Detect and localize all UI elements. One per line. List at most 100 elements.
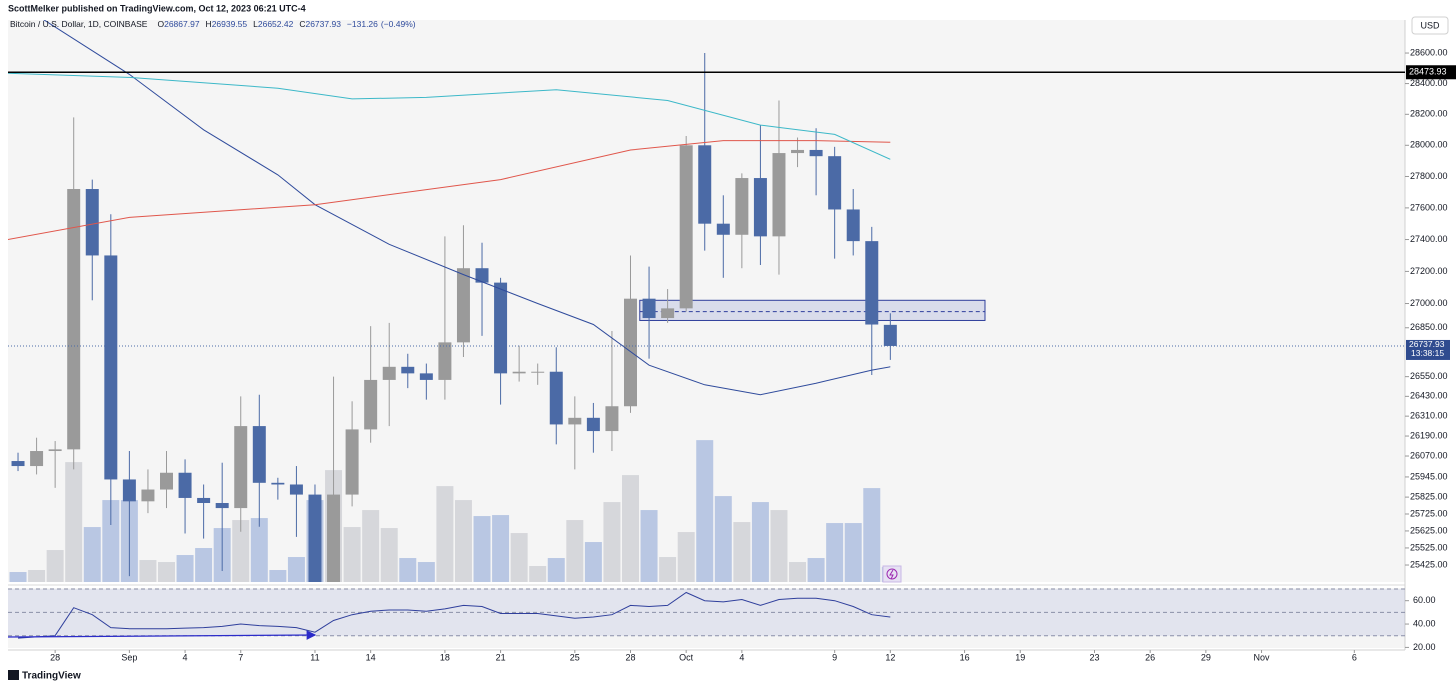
y-tick-label: 28000.00: [1410, 140, 1448, 150]
legend-value: 26652.42: [258, 19, 294, 29]
candle-body: [846, 209, 860, 242]
x-tick-label: Sep: [121, 652, 137, 662]
rsi-plot: [8, 588, 1405, 639]
x-tick-label: 4: [183, 652, 188, 662]
candle-body: [531, 371, 545, 373]
volume-bar: [65, 462, 83, 582]
volume-bar: [362, 510, 380, 582]
volume-bar: [659, 557, 677, 582]
volume-bar: [83, 527, 101, 582]
hline-label-box: [1406, 65, 1456, 80]
volume-bar: [158, 562, 175, 582]
moving-average: [8, 72, 891, 160]
candle-body: [475, 268, 489, 283]
candle-body: [308, 494, 322, 582]
candle-body: [197, 497, 211, 504]
candle-body: [586, 417, 600, 432]
candle-body: [679, 145, 693, 309]
y-tick-label: 26850.00: [1410, 322, 1448, 332]
x-tick-label: 19: [1015, 652, 1025, 662]
y-tick-label: 25945.00: [1410, 471, 1448, 481]
moving-average: [43, 20, 891, 396]
alert-icon[interactable]: [882, 565, 902, 583]
y-tick-label: 28400.00: [1410, 78, 1448, 88]
axes: 28600.00 28400.00 28200.00 28000.00 27800.00…: [50, 47, 1456, 662]
candle-body: [160, 472, 173, 490]
legend-key: O: [157, 19, 164, 29]
x-tick-label: 28: [50, 652, 60, 662]
volume-bar: [696, 440, 714, 582]
x-tick-label: 29: [1201, 652, 1211, 662]
last-price-box: [1406, 339, 1450, 360]
volume-bar: [102, 500, 120, 582]
y-tick-label: 25725.00: [1410, 508, 1448, 518]
x-tick-label: 25: [570, 652, 580, 662]
candle-body: [772, 153, 786, 237]
candle-body: [456, 268, 470, 343]
candle-body: [865, 241, 879, 325]
volume-bar: [584, 542, 602, 582]
candle-body: [624, 298, 637, 407]
y-tick-label: 20.00: [1413, 642, 1436, 652]
candle-body: [512, 371, 526, 374]
countdown: 13:38:15: [1411, 348, 1444, 358]
candle-body: [568, 417, 582, 425]
legend-value: 26939.55: [212, 19, 248, 29]
volume-bar: [380, 528, 398, 582]
volume-bar: [492, 515, 510, 582]
x-tick-label: 14: [366, 652, 376, 662]
y-tick-label: 25525.00: [1410, 542, 1448, 552]
volume-bar: [714, 496, 732, 582]
volume-bar: [399, 558, 417, 582]
y-tick-label: 25625.00: [1410, 525, 1448, 535]
x-tick-label: Nov: [1254, 652, 1271, 662]
y-tick-label: 27400.00: [1410, 234, 1448, 244]
y-tick-label: 27000.00: [1410, 298, 1448, 308]
y-tick-label: 27600.00: [1410, 202, 1448, 212]
candle-body: [753, 178, 767, 237]
volume-bar: [547, 558, 565, 582]
volume-bar: [789, 562, 807, 582]
candle-body: [716, 223, 730, 235]
publisher: ScottMelker published on TradingView.com…: [8, 3, 306, 13]
rsi-pane: [8, 588, 1405, 648]
x-tick-label: 4: [739, 652, 744, 662]
candle-body: [327, 494, 341, 582]
x-tick-label: 6: [1352, 652, 1357, 662]
volume-bar: [269, 570, 287, 582]
logo: TradingView: [22, 671, 81, 682]
currency-box[interactable]: [1411, 16, 1449, 35]
candle-body: [382, 366, 396, 380]
candle-body: [85, 189, 99, 256]
volume-bar: [343, 527, 361, 582]
candle-body: [828, 156, 842, 210]
volume-bar: [250, 518, 268, 582]
volume-bar: [733, 522, 751, 582]
legend-change-percent: (−0.49%): [381, 19, 416, 29]
candle-body: [419, 373, 433, 380]
y-tick-label: 28200.00: [1410, 109, 1448, 119]
candle-body: [67, 189, 81, 450]
candle-body: [549, 371, 563, 425]
volume-bar: [603, 502, 621, 582]
candle-body: [252, 426, 266, 483]
volume-bar: [863, 488, 881, 582]
candle-body: [271, 482, 285, 485]
volume-bar: [176, 555, 194, 582]
x-tick-label: 21: [496, 652, 506, 662]
hline-label: 28473.93: [1409, 67, 1447, 77]
x-tick-label: 16: [960, 652, 970, 662]
volume-bar: [28, 570, 46, 582]
x-tick-label: 7: [238, 652, 243, 662]
y-tick-label: 26190.00: [1410, 430, 1448, 440]
candle-body: [642, 298, 656, 319]
legend-key: H: [206, 19, 212, 29]
y-tick-label: 26310.00: [1410, 411, 1448, 421]
volume-bar: [566, 520, 584, 582]
volume-bar: [529, 566, 547, 582]
candle-body: [364, 379, 378, 430]
volume-bar: [232, 520, 250, 582]
volume-bar: [9, 572, 27, 582]
candle-body: [438, 342, 452, 380]
candle-body: [289, 484, 303, 495]
